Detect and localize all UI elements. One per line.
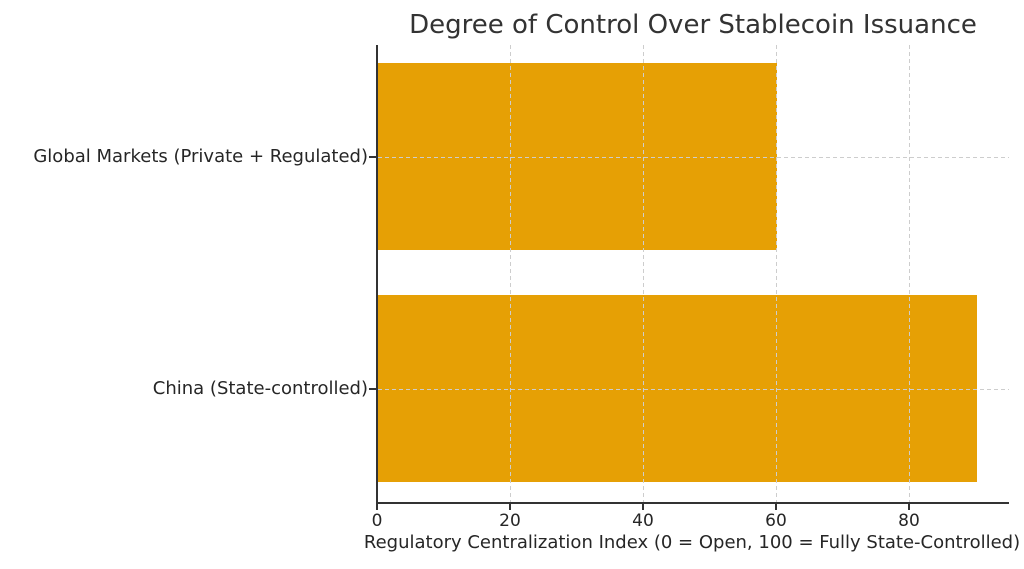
- x-tick-mark-60: [775, 504, 777, 510]
- v-gridline-60: [776, 45, 777, 502]
- x-tick-label-80: 80: [898, 511, 920, 531]
- x-tick-mark-80: [908, 504, 910, 510]
- v-gridline-20: [510, 45, 511, 502]
- h-gridline-1: [378, 389, 1009, 390]
- x-axis-spine: [376, 502, 1009, 504]
- v-gridline-80: [909, 45, 910, 502]
- x-tick-mark-20: [509, 504, 511, 510]
- x-tick-label-0: 0: [371, 511, 383, 531]
- y-category-label-1: China (State-controlled): [152, 378, 368, 399]
- x-tick-mark-0: [376, 504, 378, 510]
- y-tick-mark-1: [369, 388, 376, 390]
- x-tick-label-60: 60: [765, 511, 787, 531]
- bar-1: [378, 295, 977, 482]
- v-gridline-40: [643, 45, 644, 502]
- x-tick-label-40: 40: [632, 511, 654, 531]
- y-axis-spine: [376, 45, 378, 504]
- y-category-label-0: Global Markets (Private + Regulated): [33, 146, 368, 167]
- h-gridline-0: [378, 157, 1009, 158]
- x-axis-label: Regulatory Centralization Index (0 = Ope…: [363, 532, 1021, 553]
- chart-title: Degree of Control Over Stablecoin Issuan…: [409, 10, 977, 40]
- bar-0: [378, 63, 777, 250]
- x-tick-label-20: 20: [499, 511, 521, 531]
- x-tick-mark-40: [642, 504, 644, 510]
- y-tick-mark-0: [369, 156, 376, 158]
